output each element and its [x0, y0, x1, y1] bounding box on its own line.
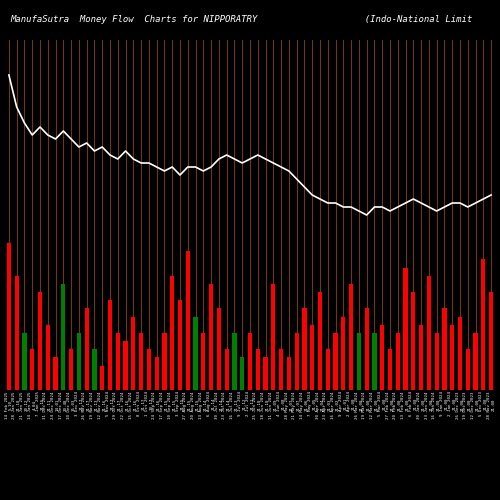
- Bar: [14, 276, 19, 390]
- Bar: [124, 341, 128, 390]
- Bar: [201, 333, 205, 390]
- Bar: [388, 349, 392, 390]
- Bar: [162, 333, 166, 390]
- Bar: [302, 308, 306, 390]
- Bar: [194, 316, 198, 390]
- Bar: [349, 284, 353, 390]
- Text: ManufaSutra  Money Flow  Charts for NIPPORATRY                    (Indo-National: ManufaSutra Money Flow Charts for NIPPOR…: [10, 15, 472, 24]
- Bar: [419, 324, 423, 390]
- Bar: [310, 324, 314, 390]
- Bar: [30, 349, 34, 390]
- Bar: [442, 308, 446, 390]
- Bar: [256, 349, 260, 390]
- Bar: [411, 292, 416, 390]
- Bar: [224, 349, 229, 390]
- Bar: [116, 333, 120, 390]
- Bar: [54, 358, 58, 390]
- Bar: [434, 333, 439, 390]
- Bar: [357, 333, 361, 390]
- Bar: [108, 300, 112, 390]
- Bar: [131, 316, 136, 390]
- Bar: [481, 260, 486, 390]
- Bar: [364, 308, 369, 390]
- Bar: [92, 349, 96, 390]
- Bar: [7, 243, 11, 390]
- Bar: [450, 324, 454, 390]
- Bar: [474, 333, 478, 390]
- Bar: [294, 333, 299, 390]
- Bar: [287, 358, 291, 390]
- Bar: [326, 349, 330, 390]
- Bar: [279, 349, 283, 390]
- Bar: [318, 292, 322, 390]
- Bar: [380, 324, 384, 390]
- Bar: [334, 333, 338, 390]
- Bar: [84, 308, 89, 390]
- Bar: [217, 308, 221, 390]
- Bar: [248, 333, 252, 390]
- Bar: [147, 349, 151, 390]
- Bar: [396, 333, 400, 390]
- Bar: [178, 300, 182, 390]
- Bar: [341, 316, 345, 390]
- Bar: [186, 251, 190, 390]
- Bar: [77, 333, 81, 390]
- Bar: [271, 284, 276, 390]
- Bar: [240, 358, 244, 390]
- Bar: [372, 333, 376, 390]
- Bar: [404, 268, 407, 390]
- Bar: [232, 333, 236, 390]
- Bar: [69, 349, 73, 390]
- Bar: [489, 292, 493, 390]
- Bar: [264, 358, 268, 390]
- Bar: [427, 276, 431, 390]
- Bar: [154, 358, 159, 390]
- Bar: [38, 292, 42, 390]
- Bar: [209, 284, 213, 390]
- Bar: [61, 284, 66, 390]
- Bar: [22, 333, 26, 390]
- Bar: [139, 333, 143, 390]
- Bar: [100, 366, 104, 390]
- Bar: [466, 349, 470, 390]
- Bar: [458, 316, 462, 390]
- Bar: [46, 324, 50, 390]
- Bar: [170, 276, 174, 390]
